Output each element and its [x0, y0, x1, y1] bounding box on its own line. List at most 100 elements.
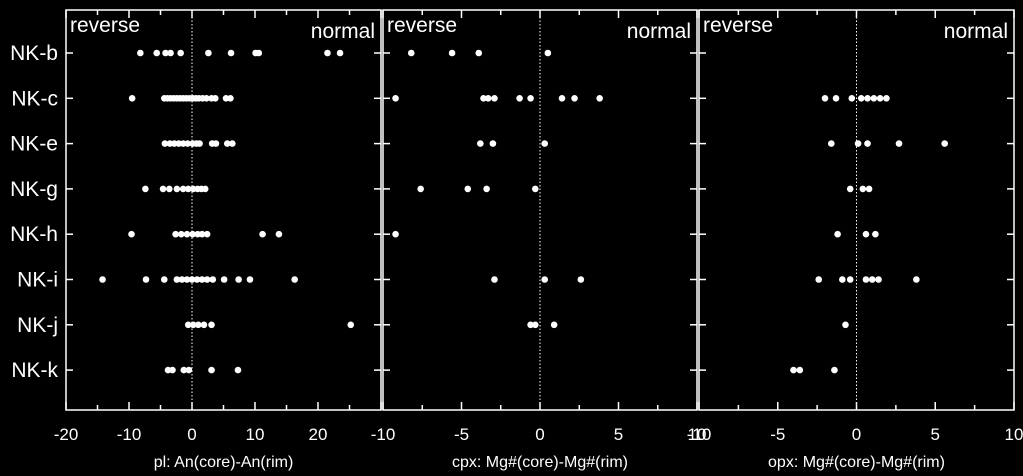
- data-point: [189, 230, 196, 238]
- data-point: [180, 366, 188, 374]
- panel-opx: -10 -5 0 5 10 opx: Mg#(core)-Mg#(rim) reverse n…: [687, 9, 1023, 471]
- region-label-normal: normal: [311, 20, 375, 43]
- data-point: [347, 321, 355, 329]
- data-point: [234, 366, 242, 374]
- category-label: NK-g: [10, 178, 58, 201]
- data-point: [246, 276, 254, 283]
- data-point: [162, 49, 169, 57]
- data-point: [477, 140, 484, 147]
- data-point: [235, 276, 242, 283]
- data-point: [198, 276, 206, 283]
- data-point: [491, 276, 498, 283]
- data-point: [208, 321, 215, 329]
- data-point: [173, 276, 181, 283]
- data-point: [198, 230, 206, 238]
- data-point: [484, 95, 492, 102]
- x-tick-label: -10: [371, 425, 396, 444]
- x-tick-label: -5: [454, 425, 469, 444]
- category-label: NK-i: [17, 269, 58, 292]
- data-point: [857, 95, 865, 102]
- data-point: [201, 185, 209, 193]
- data-point: [178, 276, 186, 283]
- data-point: [913, 276, 920, 283]
- data-point: [203, 95, 210, 102]
- data-point: [159, 185, 167, 193]
- data-point: [868, 276, 876, 283]
- data-point: [864, 140, 871, 147]
- region-label-reverse: reverse: [703, 14, 773, 37]
- data-point: [577, 276, 585, 283]
- data-point: [875, 276, 882, 283]
- data-point: [128, 230, 135, 238]
- data-point: [173, 185, 181, 193]
- data-point: [834, 230, 841, 238]
- category-label: NK-c: [11, 87, 58, 110]
- data-point: [790, 366, 797, 374]
- panel-cpx: -10 -5 0 5 10 cpx: Mg#(core)-Mg#(rim) reverse n…: [371, 9, 706, 471]
- category-label: NK-k: [11, 359, 58, 382]
- data-point: [407, 49, 415, 57]
- data-point: [531, 185, 539, 193]
- data-point: [571, 95, 578, 102]
- data-point: [941, 140, 948, 147]
- data-point: [336, 49, 344, 57]
- data-point: [184, 321, 192, 329]
- data-point: [203, 276, 211, 283]
- data-point: [848, 95, 856, 102]
- data-point: [872, 230, 879, 238]
- data-point: [259, 230, 266, 238]
- data-point: [828, 140, 835, 147]
- data-point: [128, 95, 136, 102]
- data-point: [527, 95, 534, 102]
- data-point: [161, 140, 169, 147]
- data-point: [862, 276, 870, 283]
- data-point: [864, 95, 871, 102]
- data-point: [188, 276, 196, 283]
- data-point: [796, 366, 804, 374]
- data-point: [483, 185, 490, 193]
- data-point: [153, 49, 161, 57]
- data-point: [142, 185, 149, 193]
- data-point: [99, 276, 106, 283]
- category-label: NK-j: [17, 314, 58, 337]
- region-label-normal: normal: [627, 20, 691, 43]
- x-tick-label: 0: [852, 425, 861, 444]
- category-label: NK-e: [10, 133, 58, 156]
- data-point: [491, 95, 498, 102]
- data-point: [291, 276, 298, 283]
- data-point: [179, 185, 187, 193]
- data-point: [489, 140, 497, 147]
- data-point: [223, 140, 231, 147]
- data-point: [205, 49, 212, 57]
- data-point: [208, 366, 215, 374]
- x-tick-label: 0: [535, 425, 544, 444]
- data-point: [541, 276, 549, 283]
- data-point: [846, 185, 854, 193]
- data-point: [895, 140, 903, 147]
- x-tick-label: -5: [770, 425, 785, 444]
- x-tick-label: 5: [614, 425, 623, 444]
- data-point: [227, 49, 235, 57]
- data-point: [831, 366, 838, 374]
- data-point: [209, 276, 217, 283]
- x-tick-label: -10: [117, 425, 142, 444]
- data-point: [531, 321, 539, 329]
- category-label: NK-h: [10, 223, 58, 246]
- x-tick-label: 10: [246, 425, 265, 444]
- data-point: [392, 95, 399, 102]
- x-tick-label: 0: [187, 425, 196, 444]
- data-point: [227, 95, 234, 102]
- data-point: [166, 185, 173, 193]
- data-point: [865, 185, 873, 193]
- data-point: [558, 95, 566, 102]
- panel-pl: -20 -10 0 10 20 pl: An(core)-An(rim) reverse no…: [54, 9, 382, 471]
- data-point: [480, 95, 487, 102]
- region-label-normal: normal: [944, 20, 1008, 43]
- data-point: [596, 95, 603, 102]
- data-point: [195, 321, 202, 329]
- data-point: [177, 49, 184, 57]
- data-point: [448, 49, 456, 57]
- data-point: [275, 230, 283, 238]
- data-point: [544, 49, 552, 57]
- panel-frame: [65, 9, 382, 411]
